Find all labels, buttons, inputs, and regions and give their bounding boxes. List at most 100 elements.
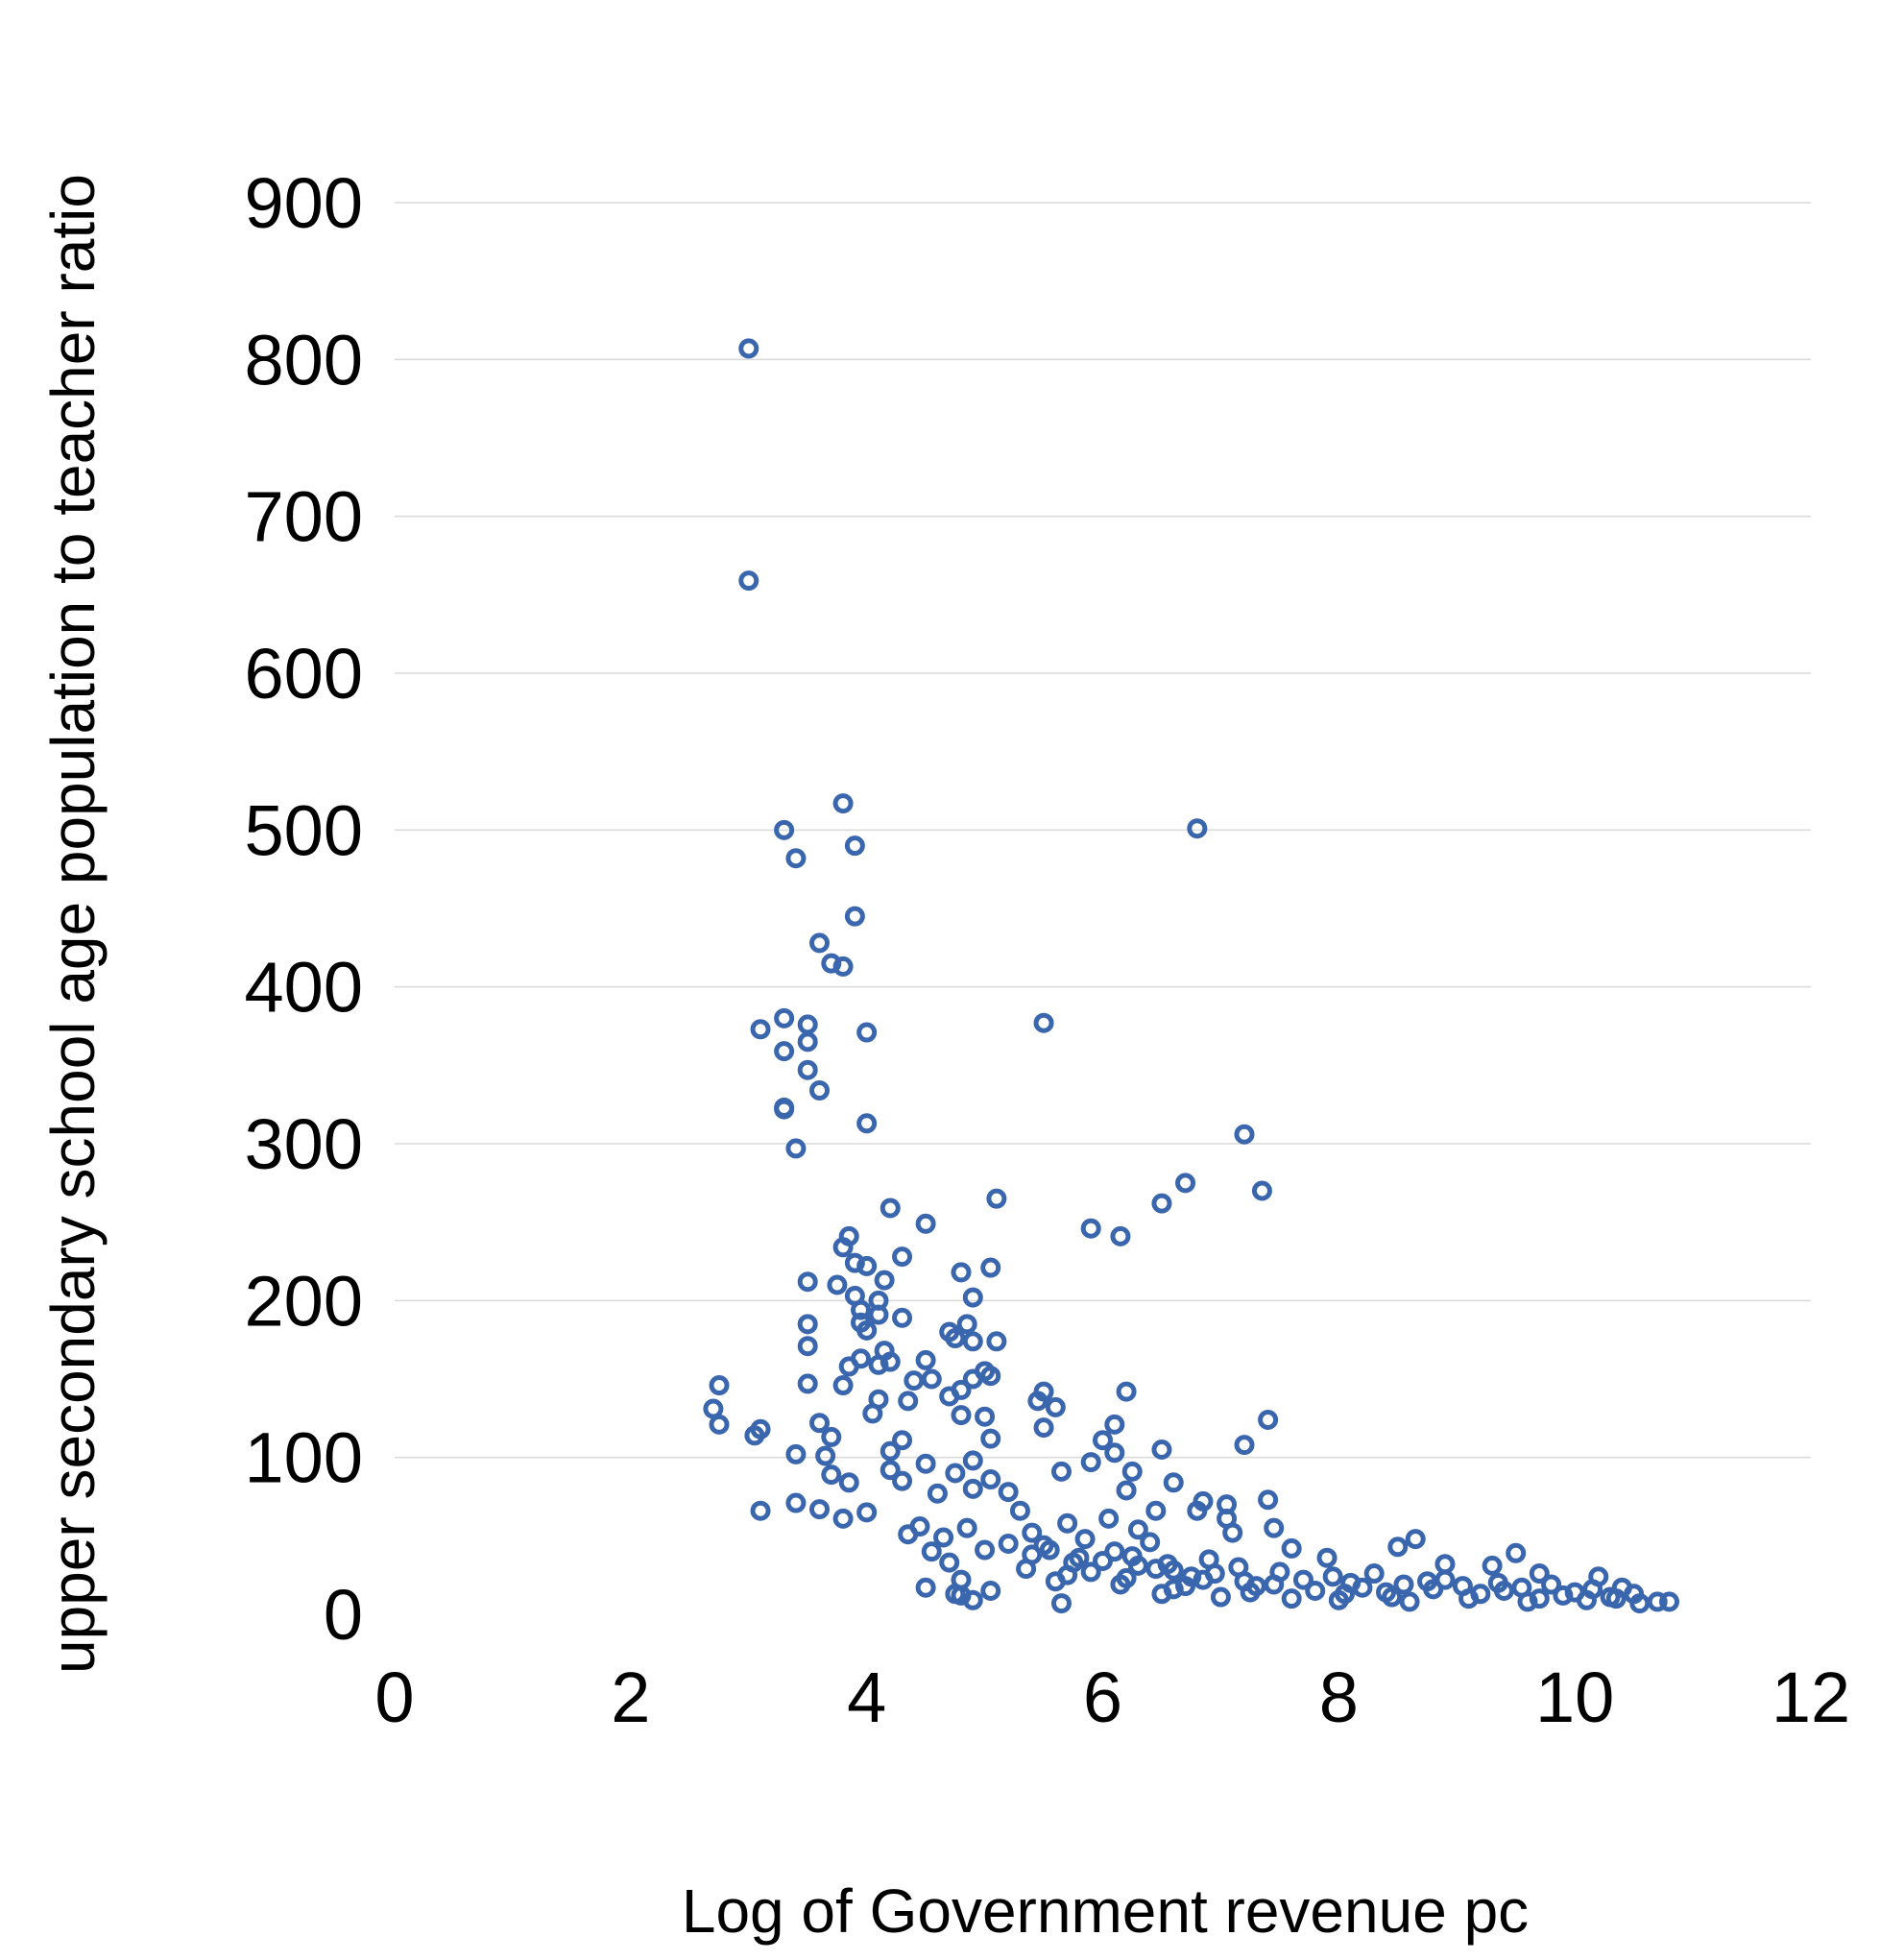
data-point <box>1624 1584 1645 1605</box>
data-point <box>945 1328 966 1349</box>
data-point <box>1228 1557 1249 1578</box>
data-point <box>1175 1173 1196 1194</box>
data-point <box>809 1079 830 1101</box>
data-point <box>915 1349 936 1370</box>
data-point <box>1039 1539 1060 1561</box>
data-point <box>1582 1579 1603 1600</box>
data-point <box>1187 818 1208 839</box>
data-point <box>738 338 759 359</box>
data-point <box>821 1464 842 1486</box>
data-point <box>1210 1586 1231 1608</box>
data-point <box>1605 1588 1627 1609</box>
data-point <box>1529 1563 1550 1585</box>
data-point <box>1222 1522 1243 1543</box>
data-point <box>1363 1563 1385 1585</box>
data-point <box>1116 1480 1137 1501</box>
x-tick-label: 6 <box>1083 1658 1122 1737</box>
data-point <box>892 1430 913 1451</box>
data-point <box>1127 1519 1148 1540</box>
data-point <box>1647 1591 1668 1612</box>
data-point <box>933 1527 954 1548</box>
data-point <box>956 1314 977 1335</box>
data-point <box>980 1469 1001 1490</box>
data-point <box>1564 1582 1585 1603</box>
data-point <box>1022 1522 1043 1543</box>
data-point <box>797 1059 818 1080</box>
data-point <box>1452 1576 1473 1597</box>
y-axis-ticks: 0 100 200 300 400 500 600 700 800 900 <box>245 163 363 1655</box>
y-tick-label: 600 <box>245 634 363 714</box>
data-point <box>1399 1591 1420 1612</box>
data-point <box>738 570 759 592</box>
data-point <box>880 1198 901 1219</box>
y-tick-label: 700 <box>245 477 363 557</box>
data-point <box>1305 1581 1326 1601</box>
data-point <box>1529 1588 1550 1609</box>
data-point <box>1322 1566 1343 1587</box>
data-point <box>939 1386 960 1407</box>
data-point <box>962 1450 983 1471</box>
data-point <box>709 1375 730 1396</box>
x-axis-title: Log of Government revenue pc <box>682 1876 1529 1946</box>
data-point <box>1417 1571 1438 1592</box>
y-tick-label: 200 <box>245 1261 363 1341</box>
data-point <box>1045 1396 1066 1417</box>
data-point <box>1193 1569 1214 1590</box>
data-point <box>1022 1544 1043 1565</box>
data-point <box>774 819 795 840</box>
data-point <box>1258 1489 1279 1511</box>
data-point <box>1074 1529 1096 1550</box>
y-tick-label: 900 <box>245 163 363 243</box>
data-point <box>1140 1532 1161 1553</box>
data-point <box>703 1398 724 1419</box>
data-point <box>1487 1572 1508 1593</box>
data-point <box>962 1589 983 1610</box>
data-point <box>1104 1541 1125 1562</box>
data-point <box>880 1460 901 1481</box>
data-point <box>709 1414 730 1435</box>
data-point <box>851 1348 872 1369</box>
data-point <box>1151 1193 1172 1214</box>
data-point <box>809 1499 830 1520</box>
data-point <box>1187 1500 1208 1521</box>
data-point <box>1240 1582 1261 1603</box>
data-point <box>785 848 807 869</box>
data-point <box>797 1271 818 1293</box>
x-tick-label: 0 <box>374 1658 414 1737</box>
data-point <box>1080 1452 1101 1473</box>
data-point <box>785 1492 807 1513</box>
data-point <box>1121 1461 1143 1482</box>
data-point <box>1050 1461 1072 1482</box>
data-point <box>797 1031 818 1053</box>
data-point <box>774 1041 795 1062</box>
data-point <box>797 1314 818 1335</box>
data-point <box>975 1539 996 1561</box>
data-point <box>1470 1584 1491 1605</box>
data-point <box>1234 1124 1255 1145</box>
data-point <box>1264 1574 1285 1595</box>
data-point <box>1511 1577 1532 1598</box>
data-point <box>1121 1546 1143 1567</box>
data-point <box>868 1354 889 1375</box>
data-point <box>1541 1574 1562 1595</box>
data-point <box>821 953 842 974</box>
y-tick-label: 500 <box>245 790 363 870</box>
data-point <box>809 932 830 954</box>
data-point <box>998 1482 1019 1503</box>
data-point <box>1163 1472 1184 1493</box>
data-point <box>1027 1391 1048 1412</box>
data-point <box>1080 1218 1101 1239</box>
data-point <box>832 1375 854 1396</box>
data-point <box>838 1472 859 1493</box>
data-point <box>1434 1554 1456 1575</box>
data-point <box>880 1440 901 1462</box>
x-tick-label: 4 <box>847 1658 886 1737</box>
data-point <box>980 1428 1001 1449</box>
data-point <box>844 1252 865 1273</box>
x-axis-ticks: 0 2 4 6 8 10 12 <box>374 1658 1850 1737</box>
data-point <box>856 1255 878 1276</box>
data-point <box>774 1007 795 1028</box>
data-point <box>892 1470 913 1491</box>
data-point <box>1116 1381 1137 1402</box>
data-point <box>980 1257 1001 1278</box>
